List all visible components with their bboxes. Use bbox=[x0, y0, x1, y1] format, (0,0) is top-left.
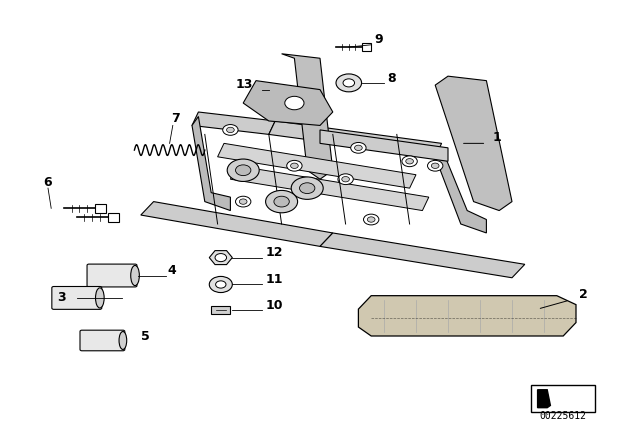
Text: 8: 8 bbox=[387, 72, 396, 85]
Polygon shape bbox=[141, 202, 333, 246]
Polygon shape bbox=[320, 233, 525, 278]
Circle shape bbox=[227, 159, 259, 181]
Circle shape bbox=[402, 156, 417, 167]
Circle shape bbox=[291, 163, 298, 168]
Polygon shape bbox=[358, 296, 576, 336]
Circle shape bbox=[406, 159, 413, 164]
Text: 9: 9 bbox=[374, 34, 383, 47]
Text: 6: 6 bbox=[44, 176, 52, 189]
Circle shape bbox=[285, 96, 304, 110]
Circle shape bbox=[239, 199, 247, 204]
Text: 00225612: 00225612 bbox=[540, 411, 587, 421]
FancyBboxPatch shape bbox=[108, 213, 119, 222]
FancyBboxPatch shape bbox=[531, 385, 595, 412]
Polygon shape bbox=[538, 390, 550, 408]
Circle shape bbox=[266, 190, 298, 213]
Circle shape bbox=[236, 196, 251, 207]
Polygon shape bbox=[230, 166, 429, 211]
Circle shape bbox=[223, 125, 238, 135]
Text: 10: 10 bbox=[266, 299, 283, 312]
FancyBboxPatch shape bbox=[52, 287, 102, 309]
Text: 3: 3 bbox=[58, 291, 66, 304]
Polygon shape bbox=[192, 112, 275, 134]
Polygon shape bbox=[282, 54, 333, 179]
Ellipse shape bbox=[95, 288, 104, 308]
Polygon shape bbox=[243, 81, 333, 125]
Ellipse shape bbox=[119, 332, 127, 349]
FancyBboxPatch shape bbox=[95, 204, 106, 213]
Circle shape bbox=[338, 174, 353, 185]
Polygon shape bbox=[209, 250, 232, 265]
Circle shape bbox=[431, 163, 439, 168]
Polygon shape bbox=[269, 121, 442, 157]
Text: 1: 1 bbox=[493, 131, 502, 144]
Circle shape bbox=[209, 276, 232, 293]
Text: 11: 11 bbox=[266, 273, 283, 286]
FancyBboxPatch shape bbox=[362, 43, 371, 51]
FancyBboxPatch shape bbox=[87, 264, 137, 287]
Text: 5: 5 bbox=[141, 331, 150, 344]
Circle shape bbox=[227, 127, 234, 133]
Circle shape bbox=[291, 177, 323, 199]
Circle shape bbox=[336, 74, 362, 92]
Circle shape bbox=[342, 177, 349, 182]
Text: 12: 12 bbox=[266, 246, 283, 259]
Circle shape bbox=[300, 183, 315, 194]
Text: 4: 4 bbox=[168, 264, 177, 277]
Text: 2: 2 bbox=[579, 288, 588, 301]
Circle shape bbox=[367, 217, 375, 222]
Circle shape bbox=[216, 281, 226, 288]
Ellipse shape bbox=[131, 265, 140, 286]
Circle shape bbox=[364, 214, 379, 225]
Polygon shape bbox=[218, 143, 416, 188]
Circle shape bbox=[287, 160, 302, 171]
Circle shape bbox=[236, 165, 251, 176]
Circle shape bbox=[274, 196, 289, 207]
Polygon shape bbox=[435, 148, 486, 233]
Polygon shape bbox=[211, 306, 230, 314]
Polygon shape bbox=[320, 130, 448, 161]
Text: 7: 7 bbox=[172, 112, 180, 125]
Circle shape bbox=[428, 160, 443, 171]
FancyBboxPatch shape bbox=[80, 330, 125, 351]
Circle shape bbox=[343, 79, 355, 87]
Text: 13: 13 bbox=[236, 78, 253, 91]
Circle shape bbox=[355, 145, 362, 151]
Circle shape bbox=[351, 142, 366, 153]
Circle shape bbox=[215, 254, 227, 262]
Polygon shape bbox=[435, 76, 512, 211]
Polygon shape bbox=[192, 116, 230, 211]
